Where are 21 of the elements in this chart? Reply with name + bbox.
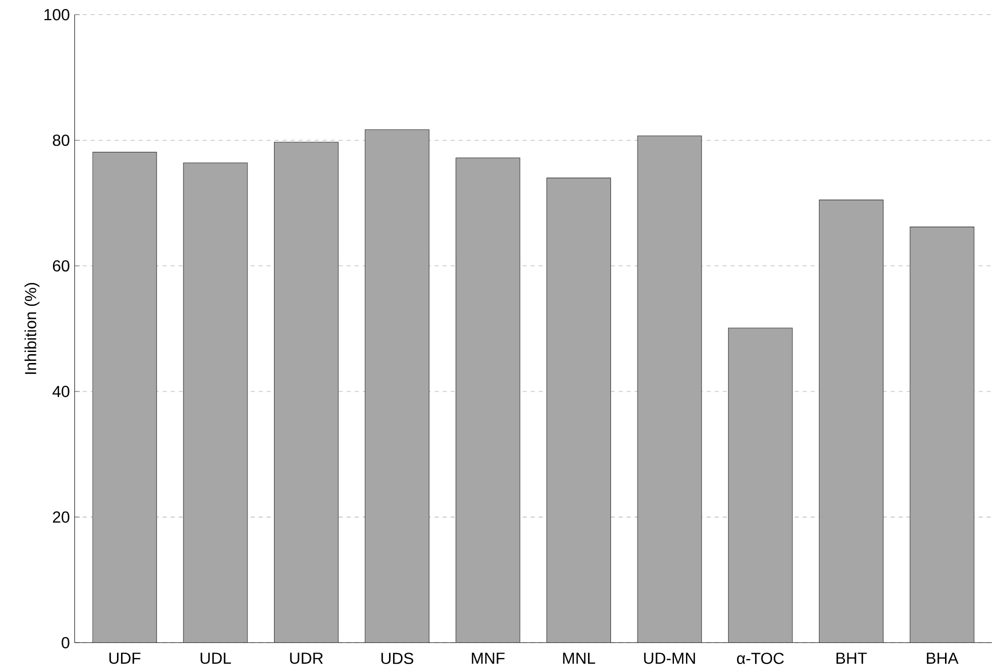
y-tick-label: 100	[44, 9, 70, 20]
x-tick-label: BHA	[926, 652, 958, 664]
x-tick-label: UD-MN	[644, 652, 695, 664]
x-tick-label: UDF	[109, 652, 140, 664]
y-tick-label: 80	[52, 134, 70, 146]
y-tick-label: 60	[52, 260, 70, 272]
x-tick-label: MNL	[563, 652, 596, 664]
bar	[92, 152, 157, 643]
y-tick-label: 20	[52, 511, 70, 523]
x-tick-label: UDL	[200, 652, 231, 664]
y-axis-title: Inhibition (%)	[24, 283, 40, 374]
x-tick-label: UDS	[381, 652, 414, 664]
y-tick-label: 40	[52, 386, 70, 398]
x-tick-label: α-TOC	[737, 652, 784, 664]
bar	[910, 226, 974, 643]
x-tick-label: UDR	[290, 652, 323, 664]
y-tick-label: 0	[62, 637, 70, 648]
x-tick-label: MNF	[472, 652, 505, 664]
bar	[456, 158, 520, 643]
x-tick-label: BHT	[836, 652, 867, 664]
bar	[546, 178, 612, 643]
